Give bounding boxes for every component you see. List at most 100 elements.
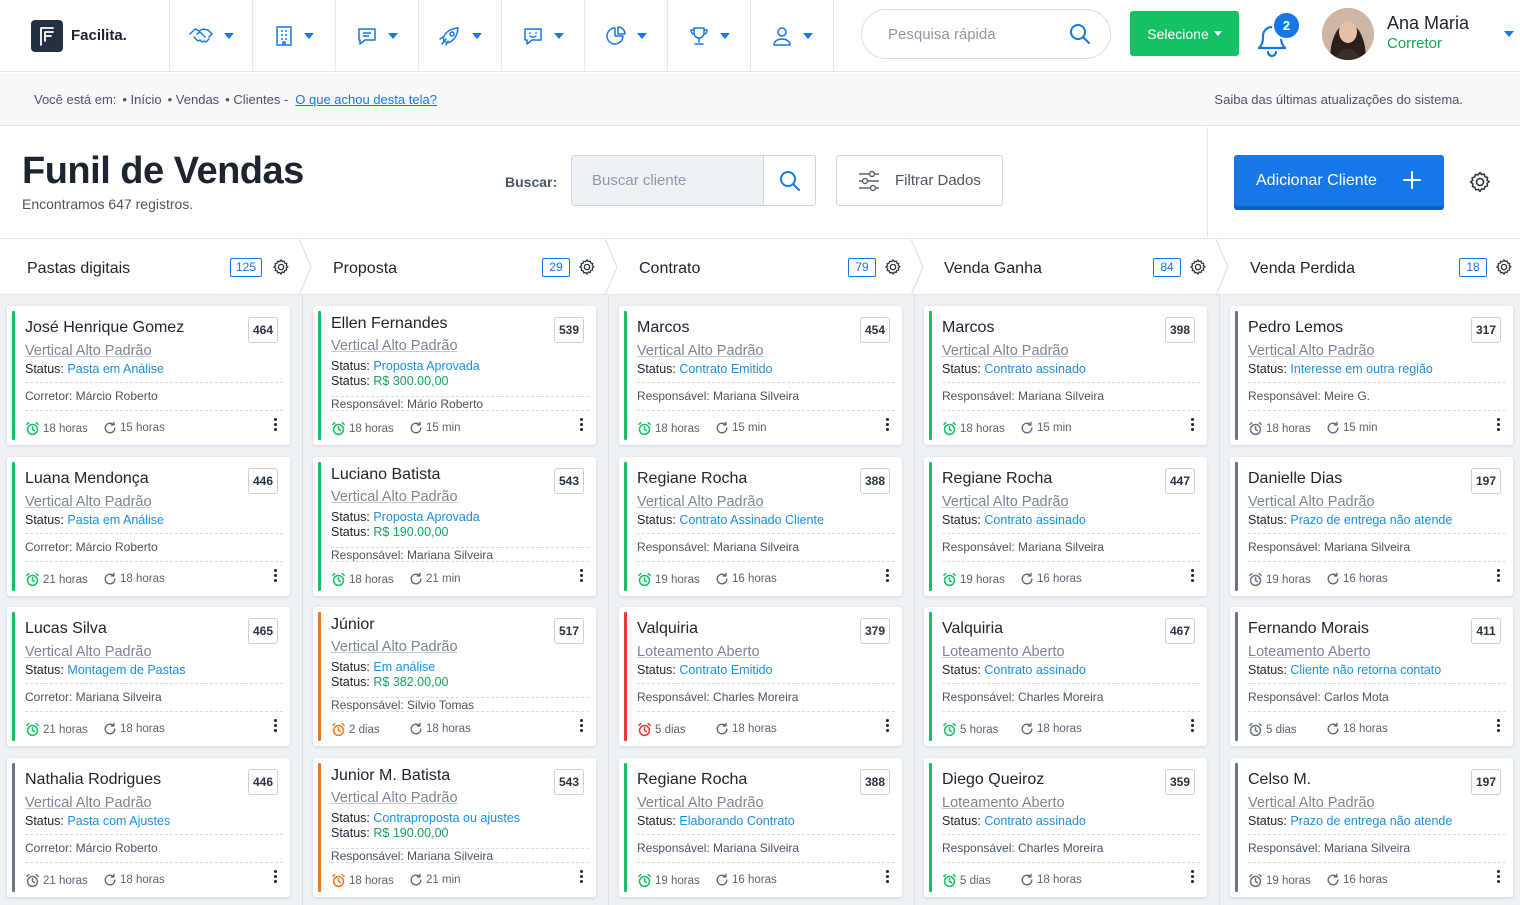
avatar[interactable] xyxy=(1322,8,1374,60)
client-card[interactable]: Fernando Morais 411 Loteamento Aberto Statu… xyxy=(1230,607,1513,746)
client-card[interactable]: Pedro Lemos 317 Vertical Alto Padrão Status… xyxy=(1230,306,1513,445)
client-card[interactable]: Valquiria 467 Loteamento Aberto Status: Con… xyxy=(924,607,1207,746)
client-status: Status: Interesse em outra região xyxy=(1248,362,1433,376)
more-options-icon[interactable] xyxy=(1495,870,1501,886)
stage-time: 5 dias xyxy=(637,722,686,737)
project-link[interactable]: Vertical Alto Padrão xyxy=(25,494,152,510)
project-link[interactable]: Vertical Alto Padrão xyxy=(942,343,1069,359)
client-card[interactable]: Regiane Rocha 388 Vertical Alto Padrão Stat… xyxy=(619,457,902,596)
breadcrumb-item-vendas[interactable]: • Vendas xyxy=(167,91,220,107)
quick-search-input[interactable] xyxy=(888,25,1058,43)
last-update-time: 18 horas xyxy=(1020,722,1082,736)
more-options-icon[interactable] xyxy=(272,870,278,886)
project-link[interactable]: Vertical Alto Padrão xyxy=(25,795,152,811)
more-options-icon[interactable] xyxy=(578,870,584,886)
client-card[interactable]: Marcos 454 Vertical Alto Padrão Status: Con… xyxy=(619,306,902,445)
project-link[interactable]: Vertical Alto Padrão xyxy=(331,639,458,655)
more-options-icon[interactable] xyxy=(1189,719,1195,735)
client-card[interactable]: Junior M. Batista 543 Vertical Alto Padrão… xyxy=(313,758,596,897)
nav-building[interactable] xyxy=(253,0,336,72)
client-search-button[interactable] xyxy=(763,156,815,205)
project-link[interactable]: Vertical Alto Padrão xyxy=(25,644,152,660)
client-card[interactable]: Regiane Rocha 388 Vertical Alto Padrão Stat… xyxy=(619,758,902,897)
client-card[interactable]: Diego Queiroz 359 Loteamento Aberto Status:… xyxy=(924,758,1207,897)
more-options-icon[interactable] xyxy=(1189,569,1195,585)
nav-messages[interactable] xyxy=(336,0,419,72)
search-icon[interactable] xyxy=(1068,22,1092,46)
add-client-button[interactable]: Adicionar Cliente xyxy=(1234,155,1444,206)
client-status: Status: Em análise xyxy=(331,660,435,674)
client-card[interactable]: Lucas Silva 465 Vertical Alto Padrão Status… xyxy=(7,607,290,746)
brand[interactable]: Facilita. xyxy=(0,0,170,72)
more-options-icon[interactable] xyxy=(884,870,890,886)
more-options-icon[interactable] xyxy=(272,569,278,585)
more-options-icon[interactable] xyxy=(884,418,890,434)
chevron-down-icon xyxy=(803,32,813,39)
client-card[interactable]: Valquiria 379 Loteamento Aberto Status: Con… xyxy=(619,607,902,746)
status-value: Contrato Emitido xyxy=(679,362,773,376)
nav-rocket[interactable] xyxy=(419,0,502,72)
client-card[interactable]: Danielle Dias 197 Vertical Alto Padrão Stat… xyxy=(1230,457,1513,596)
more-options-icon[interactable] xyxy=(884,569,890,585)
handshake-icon xyxy=(188,25,214,47)
more-options-icon[interactable] xyxy=(578,719,584,735)
user-menu-chevron-icon[interactable] xyxy=(1504,31,1514,37)
project-link[interactable]: Vertical Alto Padrão xyxy=(331,338,458,354)
client-card[interactable]: Celso M. 197 Vertical Alto Padrão Status: P… xyxy=(1230,758,1513,897)
project-link[interactable]: Vertical Alto Padrão xyxy=(637,343,764,359)
project-link[interactable]: Vertical Alto Padrão xyxy=(1248,795,1375,811)
project-link[interactable]: Vertical Alto Padrão xyxy=(637,795,764,811)
breadcrumb-item-clientes[interactable]: • Clientes - xyxy=(225,91,289,107)
more-options-icon[interactable] xyxy=(1189,870,1195,886)
nav-ranking[interactable] xyxy=(668,0,751,72)
client-status: Status: Cliente não retorna contato xyxy=(1248,663,1441,677)
client-card[interactable]: Júnior 517 Vertical Alto Padrão Status: Em … xyxy=(313,607,596,746)
more-options-icon[interactable] xyxy=(1495,418,1501,434)
project-link[interactable]: Vertical Alto Padrão xyxy=(331,790,458,806)
filter-data-button[interactable]: Filtrar Dados xyxy=(836,155,1003,206)
project-link[interactable]: Vertical Alto Padrão xyxy=(331,489,458,505)
project-link[interactable]: Vertical Alto Padrão xyxy=(637,494,764,510)
client-card[interactable]: Marcos 398 Vertical Alto Padrão Status: Con… xyxy=(924,306,1207,445)
more-options-icon[interactable] xyxy=(1495,569,1501,585)
column-settings-gear-icon[interactable] xyxy=(272,258,290,276)
project-link[interactable]: Loteamento Aberto xyxy=(1248,644,1371,660)
nav-reports[interactable] xyxy=(585,0,668,72)
client-card[interactable]: Luana Mendonça 446 Vertical Alto Padrão Sta… xyxy=(7,457,290,596)
client-card[interactable]: Regiane Rocha 447 Vertical Alto Padrão Stat… xyxy=(924,457,1207,596)
more-options-icon[interactable] xyxy=(1495,719,1501,735)
project-link[interactable]: Loteamento Aberto xyxy=(942,795,1065,811)
chevron-down-icon xyxy=(554,32,564,39)
project-link[interactable]: Vertical Alto Padrão xyxy=(1248,494,1375,510)
more-options-icon[interactable] xyxy=(1189,418,1195,434)
project-link[interactable]: Loteamento Aberto xyxy=(637,644,760,660)
column-settings-gear-icon[interactable] xyxy=(884,258,902,276)
more-options-icon[interactable] xyxy=(272,418,278,434)
more-options-icon[interactable] xyxy=(578,569,584,585)
more-options-icon[interactable] xyxy=(884,719,890,735)
page-settings-button[interactable] xyxy=(1468,170,1492,194)
breadcrumb-item-inicio[interactable]: • Início xyxy=(122,91,162,107)
responsible-person: Responsável: Mariana Silveira xyxy=(637,841,800,855)
project-link[interactable]: Vertical Alto Padrão xyxy=(1248,343,1375,359)
select-dropdown-button[interactable]: Selecione xyxy=(1130,11,1239,56)
project-link[interactable]: Vertical Alto Padrão xyxy=(25,343,152,359)
client-card[interactable]: Nathalia Rodrigues 446 Vertical Alto Padrã… xyxy=(7,758,290,897)
refresh-icon xyxy=(103,421,117,435)
client-card[interactable]: Ellen Fernandes 539 Vertical Alto Padrão St… xyxy=(313,306,596,445)
more-options-icon[interactable] xyxy=(578,418,584,434)
feedback-link[interactable]: O que achou desta tela? xyxy=(295,91,437,107)
project-link[interactable]: Vertical Alto Padrão xyxy=(942,494,1069,510)
client-search-input[interactable] xyxy=(572,156,763,205)
more-options-icon[interactable] xyxy=(272,719,278,735)
column-settings-gear-icon[interactable] xyxy=(578,258,596,276)
column-settings-gear-icon[interactable] xyxy=(1495,258,1513,276)
nav-chat[interactable] xyxy=(502,0,585,72)
project-link[interactable]: Loteamento Aberto xyxy=(942,644,1065,660)
nav-handshake[interactable] xyxy=(170,0,253,72)
column-settings-gear-icon[interactable] xyxy=(1189,258,1207,276)
client-card[interactable]: José Henrique Gomez 464 Vertical Alto Padr… xyxy=(7,306,290,445)
nav-profile[interactable] xyxy=(751,0,834,72)
system-updates-link[interactable]: Saiba das últimas atualizações do sistem… xyxy=(1214,92,1463,107)
client-card[interactable]: Luciano Batista 543 Vertical Alto Padrão St… xyxy=(313,457,596,596)
